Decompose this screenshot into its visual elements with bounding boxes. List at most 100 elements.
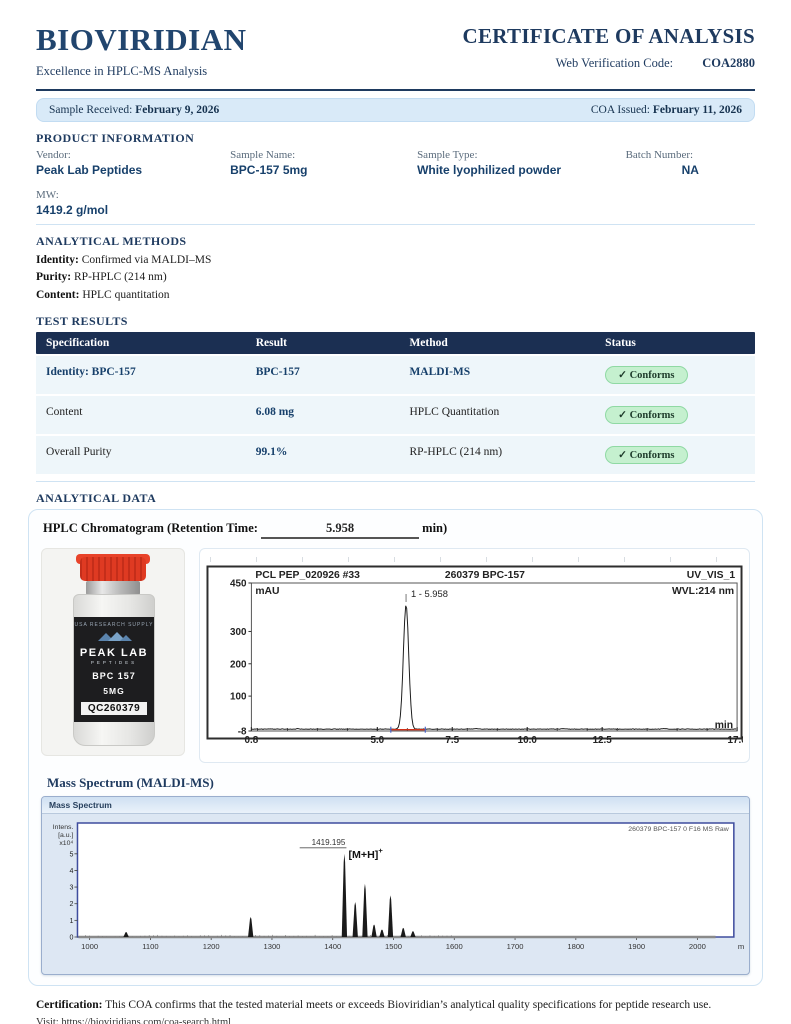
brand-tagline: Excellence in HPLC-MS Analysis <box>36 63 208 78</box>
spectrum-source-label: 260379 BPC-157 0 F16 MS Raw <box>628 826 729 833</box>
product-information-heading: PRODUCT INFORMATION <box>36 130 195 145</box>
x-tick-label: 1700 <box>507 942 524 951</box>
chromatogram-row: USA RESEARCH SUPPLY PEAK LAB PEPTIDES BP… <box>41 547 750 763</box>
section-divider <box>36 480 755 482</box>
method-label: Identity: <box>36 253 82 266</box>
sample-received: Sample Received: February 9, 2026 <box>49 104 219 116</box>
x-tick-label: 1100 <box>142 942 158 951</box>
x-tick-label: 1900 <box>628 942 645 951</box>
vial-crimp-seal <box>86 580 140 595</box>
vial-photo-panel: USA RESEARCH SUPPLY PEAK LAB PEPTIDES BP… <box>41 547 185 756</box>
chromatogram-sample-label: 260379 BPC-157 <box>445 570 525 581</box>
header: BIOVIRIDIAN Excellence in HPLC-MS Analys… <box>0 0 791 85</box>
mass-peak <box>123 931 129 937</box>
test-results-heading: TEST RESULTS <box>36 313 128 328</box>
coa-issued: COA Issued: February 11, 2026 <box>591 104 742 116</box>
y-tick-label: 100 <box>230 692 247 703</box>
vial-supplier-text: USA RESEARCH SUPPLY <box>74 621 154 628</box>
vial-product-text: BPC 157 <box>92 670 136 681</box>
verification-row: Web Verification Code: COA2880 <box>463 56 755 71</box>
result-status: ✓ Conforms <box>605 365 745 384</box>
mountain-logo-icon <box>98 631 132 641</box>
product-field: Sample Type: White lyophilized powder <box>417 149 626 177</box>
verification-label: Web Verification Code: <box>555 56 674 70</box>
result-specification: Overall Purity <box>46 445 112 458</box>
mass-spectrum-heading: Mass Spectrum (MALDI-MS) <box>47 774 214 790</box>
x-axis-unit: m/z <box>738 942 744 951</box>
conforms-badge: ✓ Conforms <box>605 405 688 424</box>
x-tick-label: 1500 <box>385 942 402 951</box>
result-value: 6.08 mg <box>255 405 295 418</box>
brand-block: BIOVIRIDIAN Excellence in HPLC-MS Analys… <box>36 22 247 79</box>
hplc-title-suffix: min) <box>422 520 448 535</box>
mass-peak <box>387 895 394 937</box>
x-tick-label: 1800 <box>567 942 584 951</box>
mass-spectrum-window: Mass Spectrum Intens. [a.u.] x10⁴ 1 2 3 4 5 0 100… <box>41 795 750 975</box>
method-value: Confirmed via MALDI–MS <box>81 253 212 266</box>
coa-issued-label: COA Issued: <box>590 103 650 116</box>
column-header: Result <box>255 336 287 349</box>
result-method: MALDI-MS <box>409 365 471 378</box>
wavelength-label: WVL:214 nm <box>672 586 734 597</box>
y-axis-label: Intens. <box>53 824 74 831</box>
y-tick-label: -8 <box>238 726 247 737</box>
product-field-label: Vendor: <box>36 148 71 161</box>
results-table-body: Identity: BPC-157 BPC-157 MALDI-MS ✓ Confor… <box>36 355 755 474</box>
x-tick-label: 2000 <box>689 942 706 951</box>
vial-qc-code: QC260379 <box>80 701 148 715</box>
vial-glass-body: USA RESEARCH SUPPLY PEAK LAB PEPTIDES BP… <box>73 593 155 746</box>
results-table-header: Specification Result Method Status <box>36 331 755 354</box>
maldi-mass-spectrum-chart: Intens.[a.u.]x10⁴ 1 2 3 4 5 0 1000 1100 1200 1300 1… <box>53 822 749 951</box>
method-line: Purity: RP-HPLC (214 nm) <box>36 269 755 287</box>
mass-peak <box>410 931 416 937</box>
x-tick-label: 0.8 <box>245 735 259 746</box>
result-specification: Identity: BPC-157 <box>46 365 136 378</box>
y-tick-label: 200 <box>230 659 247 670</box>
hplc-chromatogram-panel: PCL PEP_020926 #33 260379 BPC-157 UV_VIS_1… <box>199 547 750 763</box>
main-peak-mz-label: 1419.195 <box>312 838 346 847</box>
x-tick-label: 17.0 <box>727 735 743 746</box>
result-method: HPLC Quantitation <box>409 405 500 418</box>
result-row: Content 6.08 mg HPLC Quantitation ✓ Conform… <box>36 395 755 434</box>
vial-label: USA RESEARCH SUPPLY PEAK LAB PEPTIDES BP… <box>74 616 154 722</box>
product-field-value: NA <box>681 162 699 177</box>
sample-received-label: Sample Received: <box>49 103 133 116</box>
method-label: Purity: <box>36 271 75 284</box>
y-axis-unit: mAU <box>255 586 279 597</box>
mass-peak <box>371 924 377 937</box>
analytical-data-box: HPLC Chromatogram (Retention Time: 5.958… <box>28 508 763 986</box>
x-tick-label: 1200 <box>203 942 220 951</box>
x-tick-label: 1400 <box>324 942 341 951</box>
x-tick-label: 1600 <box>446 942 463 951</box>
chromatogram-injection-label: PCL PEP_020926 #33 <box>255 570 360 581</box>
coa-issued-value: February 11, 2026 <box>652 103 742 116</box>
hplc-title-prefix: HPLC Chromatogram (Retention Time: <box>43 520 258 535</box>
column-header: Status <box>605 336 636 349</box>
mw-label: MW: <box>36 188 59 201</box>
certification-statement: Certification: This COA confirms that th… <box>36 999 755 1011</box>
result-specification: Content <box>46 405 83 418</box>
sample-received-value: February 9, 2026 <box>135 103 220 116</box>
visit-url[interactable]: Visit: https://bioviridians.com/coa-sear… <box>36 1016 232 1024</box>
results-table: Specification Result Method Status Identity… <box>36 331 755 474</box>
product-field-label: Sample Type: <box>417 148 478 161</box>
result-method: RP-HPLC (214 nm) <box>409 445 503 458</box>
y-tick-label: 0 <box>69 935 73 942</box>
certification-label: Certification: <box>36 998 103 1011</box>
vial-dose-text: 5MG <box>103 685 125 696</box>
product-field-value: BPC-157 5mg <box>230 162 308 177</box>
brand-name: BIOVIRIDIAN <box>36 22 247 57</box>
vial-sub-brand-text: PEPTIDES <box>90 659 138 665</box>
hplc-chromatogram-title: HPLC Chromatogram (Retention Time: 5.958… <box>43 521 748 539</box>
product-field: Sample Name: BPC-157 5mg <box>230 149 417 177</box>
mass-peak <box>248 917 254 937</box>
x-tick-label: 10.0 <box>518 735 538 746</box>
method-value: HPLC quantitation <box>82 289 170 302</box>
method-line: Identity: Confirmed via MALDI–MS <box>36 252 755 270</box>
methods-list: Identity: Confirmed via MALDI–MS Purity: … <box>36 252 755 305</box>
ruler-strip <box>210 556 739 562</box>
mass-spectrum-window-body: Intens. [a.u.] x10⁴ 1 2 3 4 5 0 1000 1100 1200 1300 1… <box>42 814 749 974</box>
y-tick-label: 1 <box>69 918 73 925</box>
result-row: Identity: BPC-157 BPC-157 MALDI-MS ✓ Confor… <box>36 355 755 394</box>
